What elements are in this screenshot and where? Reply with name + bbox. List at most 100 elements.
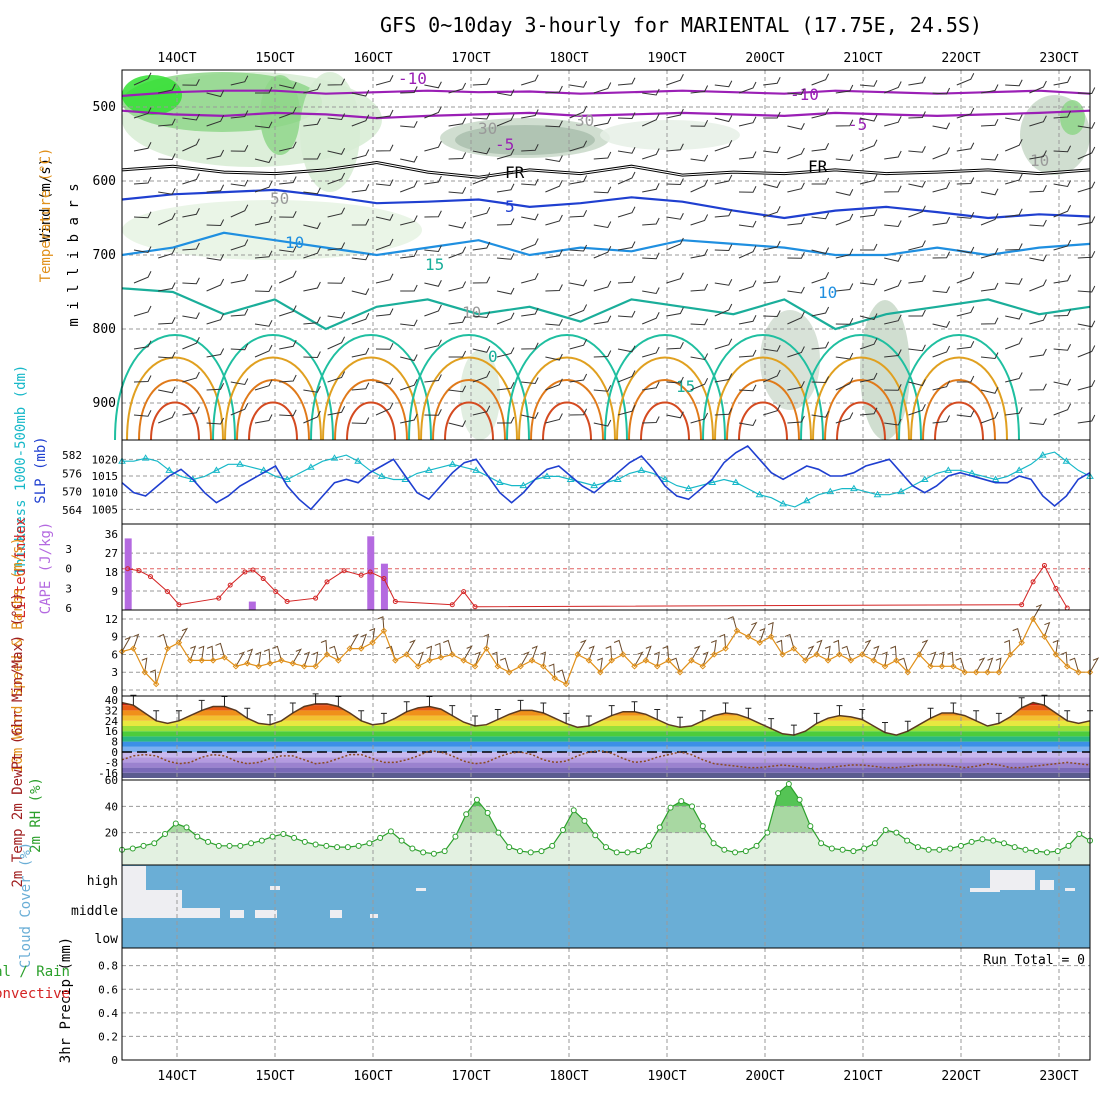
wind-barb [327,277,346,284]
wind-speed-point [1041,633,1048,640]
wind-barb [400,413,418,424]
warm-contour [702,334,824,441]
slp-label: SLP (mb) [33,436,49,503]
wind-barb [1029,80,1047,94]
minmax-bar [380,712,387,724]
wind-barb [230,343,249,351]
temp-band [122,752,1090,758]
wind-barb [666,342,684,350]
wind-speed-point [460,657,467,664]
wind-barb [593,117,612,127]
thickness-point [826,487,835,495]
rh-point [807,823,814,830]
wind-barb [787,88,805,96]
contour-label: FR [808,157,828,176]
wind-speed-point [859,651,866,658]
wind-barb-10m [426,645,433,661]
wind-barb [182,173,200,185]
minmax-bar [973,710,980,721]
rh-point [699,823,706,830]
wind-barb [980,282,999,292]
thickness-point [661,475,669,482]
wind-barb [351,89,370,97]
wind-barb [545,319,563,326]
wind-barb [254,250,273,259]
wind-barb [545,284,563,292]
legend-convective: Convective [0,986,70,1002]
li-point [358,572,364,578]
wind-barb [569,210,588,218]
rh-point [1011,844,1018,851]
wind-barb [521,213,539,221]
warm-contour [322,356,420,441]
minmax-bar [836,705,843,716]
wind-speed-point [813,651,820,658]
wind-barb [884,185,902,193]
rh-point [1033,848,1040,855]
li-point [1030,579,1036,585]
wind-barb-10m [841,645,852,661]
li-point [367,569,373,575]
wind-barb [738,116,757,127]
rh-point [882,827,889,834]
wind-barb [690,214,709,226]
wind-barb [448,221,467,229]
wind-barb [690,283,709,292]
warm-contour [126,356,224,441]
wind-barb [351,417,370,425]
wind-barb [521,273,539,284]
li-point [260,576,266,582]
minmax-bar [699,710,706,721]
rh-point [818,840,825,847]
wind-barb [206,90,225,98]
rh-point [1054,848,1061,855]
wind-barb [448,420,467,428]
li-label: Lifted Index [13,517,29,618]
wind-barb [956,271,975,284]
rh-point [172,820,179,827]
wind-speed-point [1064,663,1071,670]
wind-barb [448,82,467,94]
wind-barb-10m [263,648,271,664]
wind-barb [714,303,733,317]
rh-band-mid [122,806,1090,833]
wind-barb [279,245,297,253]
wind-speed-point [972,669,980,676]
wind-barb [182,406,200,416]
rh-shading [760,310,820,410]
wind-barb [569,244,588,252]
rh-point [334,844,341,851]
wind-barb [1005,243,1023,251]
wind-speed-point [335,657,342,664]
wind-barb [206,184,225,193]
wind-barb [690,179,709,193]
wind-barb [908,404,926,416]
wind-barb [666,178,684,186]
wind-barb-10m [890,645,897,661]
wind-barb-10m [158,633,169,649]
wind-barb [400,319,418,327]
wind-barb [932,251,951,259]
li-tick: 3 [65,582,72,595]
wind-barb [133,211,152,219]
wind-barb [521,412,539,419]
wind-barb [690,249,709,259]
thickness-point [495,478,504,486]
wind-barb [642,416,660,424]
time-label-top: 23OCT [1039,51,1078,66]
slp-tick: 1005 [92,503,119,516]
wind-barb [859,209,878,218]
rh-point [237,842,244,849]
rh-point [194,833,201,840]
wind-barb [859,278,878,286]
wind-barb [279,374,297,383]
wind-barb-10m [149,669,157,685]
wind-barb [666,272,684,284]
rh-point [742,848,749,855]
wind-barb [835,352,854,360]
wind-barb [1053,205,1072,218]
minmax-bar [244,707,251,719]
minmax-bar [608,705,615,716]
wind-barb [448,350,467,358]
rh-point [785,780,792,787]
